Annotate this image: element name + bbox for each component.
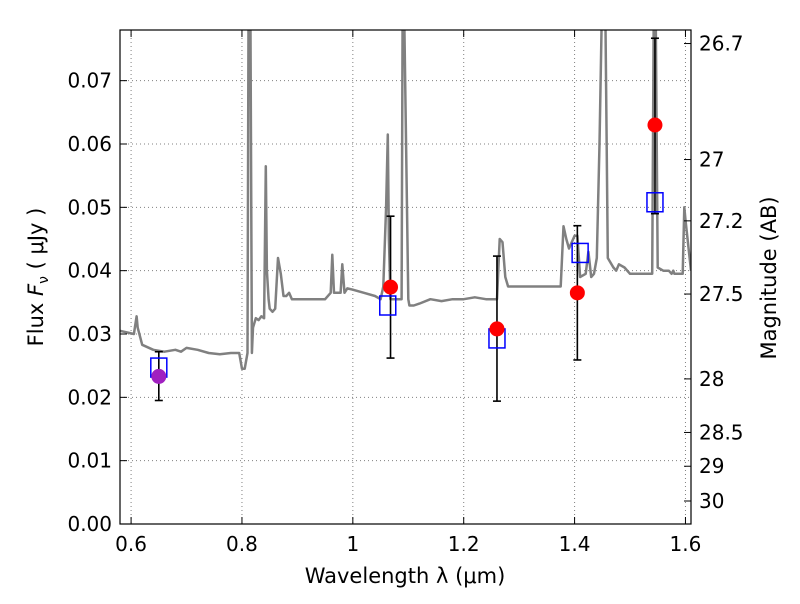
right-tick-label: 27 (699, 148, 724, 172)
x-tick-label: 0.6 (115, 532, 147, 556)
observed-marker (647, 117, 663, 133)
model-marker (379, 295, 397, 316)
right-axis-ticks: 26.7 27 27.2 27.5 28 28.5 29 30 (684, 32, 744, 513)
y-tick-label: 0.03 (67, 322, 112, 346)
x-axis-label: Wavelength λ (μm) (305, 564, 506, 588)
y-axis-label: Flux Fν ( μJy ) (24, 208, 52, 347)
x-tick-label: 1.4 (559, 532, 591, 556)
right-tick-label: 26.7 (699, 32, 744, 56)
y-tick-label: 0.01 (67, 449, 112, 473)
y-tick-label: 0.02 (67, 385, 112, 409)
spectrum-series (120, 30, 691, 371)
y-tick-label: 0.00 (67, 512, 112, 536)
x-axis-ticks: 0.6 0.8 1 1.2 1.4 1.6 (115, 30, 701, 556)
right-tick-label: 29 (699, 454, 724, 478)
right-tick-label: 27.5 (699, 282, 744, 306)
right-tick-label: 28.5 (699, 420, 744, 444)
observed-marker (569, 285, 585, 301)
x-tick-label: 1 (346, 532, 359, 556)
observed-marker (383, 279, 399, 295)
spectrum-line (120, 30, 691, 371)
observed-marker (151, 368, 167, 384)
model-marker (571, 242, 589, 264)
x-tick-label: 0.8 (226, 532, 258, 556)
observed-marker (489, 321, 505, 337)
y-tick-label: 0.05 (67, 195, 112, 219)
plot-frame (119, 29, 692, 525)
right-tick-label: 30 (699, 489, 724, 513)
y-tick-label: 0.07 (67, 69, 112, 93)
x-tick-label: 1.2 (448, 532, 480, 556)
right-tick-label: 27.2 (699, 209, 744, 233)
y-tick-label: 0.04 (67, 259, 112, 283)
x-tick-label: 1.6 (670, 532, 702, 556)
model-marker (646, 192, 664, 213)
right-tick-label: 28 (699, 367, 724, 391)
right-axis-label: Magnitude (AB) (757, 196, 781, 359)
y-tick-label: 0.06 (67, 132, 112, 156)
y-axis-ticks: 0.00 0.01 0.02 0.03 0.04 0.05 0.06 0.07 (67, 69, 127, 536)
observed-points (151, 117, 663, 384)
